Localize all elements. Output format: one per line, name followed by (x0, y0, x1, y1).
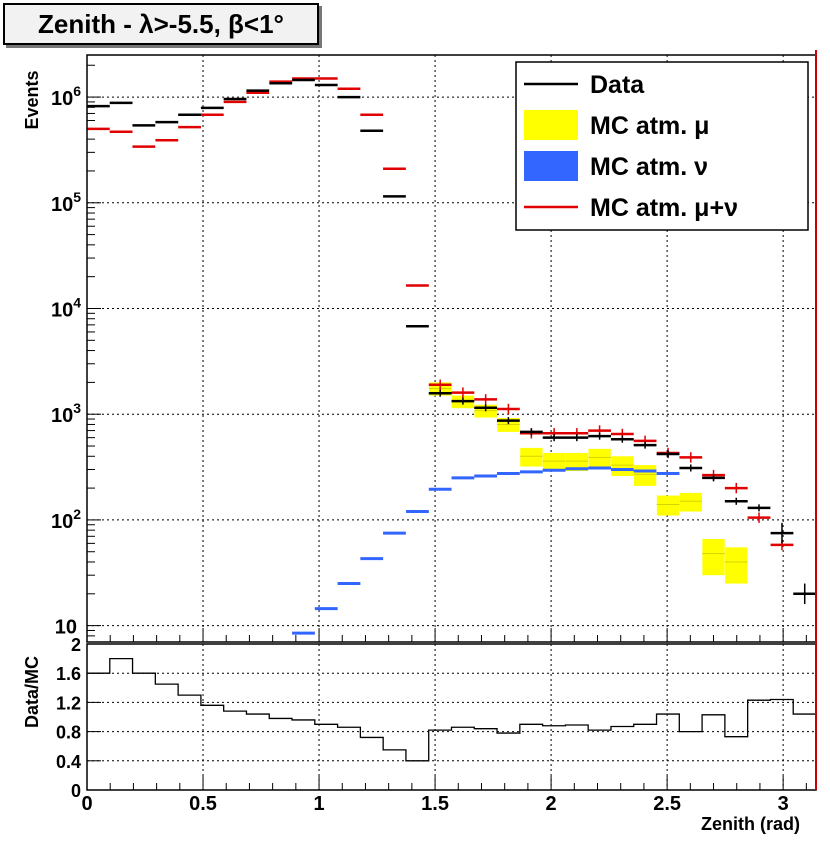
mc-sum-series (86, 77, 817, 600)
mc-mu-band (679, 492, 702, 512)
x-tick-label: 0.5 (189, 793, 217, 815)
main-y-tick-label: 106 (51, 83, 81, 110)
main-grid (87, 55, 816, 642)
mc-mu-band (725, 547, 748, 584)
x-tick-label: 0 (81, 793, 92, 815)
ratio-y-tick-label: 0 (71, 781, 81, 801)
legend-swatch (524, 151, 578, 181)
main-y-tick-label: 104 (51, 294, 81, 321)
mc-mu-band (656, 495, 680, 516)
ratio-y-tick-label: 2 (71, 635, 81, 655)
x-tick-label: 1 (313, 793, 324, 815)
main-y-tick-label: 10 (55, 617, 77, 639)
legend-box (515, 61, 809, 231)
main-y-tick-label: 103 (51, 400, 81, 427)
legend-label: MC atm. μ+ν (590, 194, 738, 222)
legend: Data MC atm. μ MC atm. ν MC atm. μ+ν (515, 61, 809, 231)
legend-label: Data (590, 71, 645, 99)
mc-mu-band (611, 456, 634, 477)
legend-label: MC atm. ν (590, 153, 708, 181)
ratio-y-ticks: 0 0.4 0.8 1.2 1.6 2 (56, 635, 101, 801)
data-series (86, 78, 817, 605)
legend-swatch (524, 110, 578, 140)
mc-mu-band (633, 465, 657, 486)
ratio-x-ticks: 0 0.5 1 1.5 2 2.5 3 (81, 776, 807, 815)
ratio-y-tick-label: 1.6 (56, 664, 81, 684)
mc-mu-series (428, 382, 748, 584)
x-tick-label: 2.5 (653, 793, 681, 815)
main-y-tick-label: 105 (51, 189, 81, 216)
main-y-ticks: 10 102 103 104 105 106 (51, 64, 101, 643)
ratio-y-axis-label: Data/MC (22, 656, 42, 728)
mc-mu-band (542, 452, 566, 472)
x-tick-label: 3 (778, 793, 789, 815)
mc-nu-series (292, 466, 680, 635)
main-y-axis-label: Events (22, 70, 42, 129)
mc-mu-band (588, 448, 611, 468)
ratio-y-tick-label: 0.4 (56, 752, 81, 772)
ratio-y-tick-label: 0.8 (56, 723, 81, 743)
ratio-pad: Data/MC 0 0.4 0.8 1.2 1.6 2 0 0.5 1 1.5 2 2.5 3 Zen… (22, 635, 817, 834)
plot-title: Zenith - λ>-5.5, β<1° (3, 3, 319, 45)
ratio-grid (87, 644, 816, 790)
mc-mu-band (520, 447, 543, 467)
main-y-tick-label: 102 (51, 506, 81, 533)
legend-label: MC atm. μ (590, 112, 709, 140)
main-x-ticks (86, 628, 807, 642)
x-tick-label: 1.5 (421, 793, 449, 815)
ratio-plot-frame (86, 643, 817, 791)
main-pad: Events 10 102 103 104 105 106 Data MC atm. μ MC… (22, 54, 817, 643)
mc-mu-band (565, 452, 589, 472)
ratio-step-line (87, 657, 816, 762)
ratio-y-tick-label: 1.2 (56, 693, 81, 713)
mc-mu-band (702, 538, 725, 576)
x-axis-label: Zenith (rad) (701, 814, 800, 834)
x-tick-label: 2 (546, 793, 557, 815)
